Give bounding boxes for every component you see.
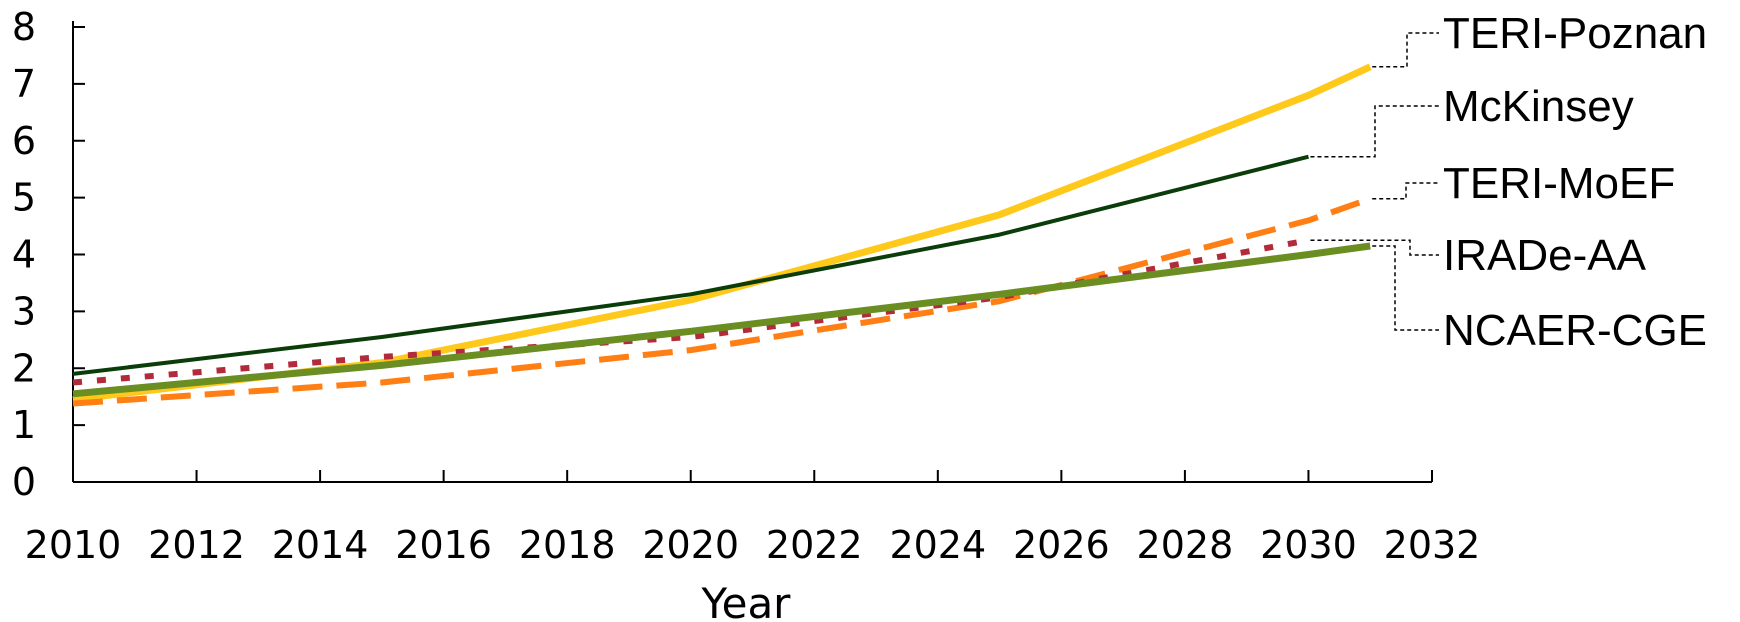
y-tick-label: 4: [12, 233, 36, 277]
x-tick-label: 2012: [148, 523, 245, 567]
x-axis-title: Year: [701, 579, 792, 622]
x-tick-label: 2028: [1137, 523, 1234, 567]
y-tick-label: 1: [12, 403, 36, 447]
series-line-ncaer-cge: [72, 242, 1371, 398]
legend-connector: [1372, 245, 1439, 331]
legend-connector: [1310, 239, 1439, 256]
legend-label-ncaer-cge: NCAER-CGE: [1443, 306, 1707, 355]
legend-label-irade-aa: IRADe-AA: [1443, 231, 1647, 280]
legend-label-teri-moef: TERI-MoEF: [1443, 159, 1675, 208]
y-tick-label: 0: [12, 460, 36, 504]
x-tick-label: 2018: [519, 523, 616, 567]
y-tick-label: 5: [12, 176, 36, 220]
legend-connector: [1310, 105, 1439, 158]
y-tick-label: 7: [12, 62, 36, 106]
legend-label-mckinsey: McKinsey: [1443, 82, 1634, 131]
y-tick-label: 6: [12, 119, 36, 163]
x-tick-label: 2022: [766, 523, 863, 567]
legend-label-teri-poznan: TERI-Poznan: [1443, 9, 1707, 58]
x-tick-label: 2030: [1260, 523, 1357, 567]
legend: TERI-Poznan McKinsey TERI-MoEF IRADe-AA NCAE…: [1310, 9, 1707, 355]
x-tick-label: 2026: [1013, 523, 1110, 567]
x-tick-label: 2010: [25, 523, 122, 567]
series-line-mckinsey: [72, 154, 1309, 376]
x-tick-label: 2014: [272, 523, 369, 567]
series-line-irade-aa: [72, 237, 1310, 386]
x-tick-label: 2032: [1384, 523, 1481, 567]
y-tick-label: 8: [12, 5, 36, 49]
x-tick-label: 2020: [642, 523, 739, 567]
series-layer: [72, 63, 1372, 407]
x-tick-label: 2024: [889, 523, 986, 567]
y-tick-label: 2: [12, 346, 36, 390]
legend-connector: [1372, 182, 1439, 200]
axes: 0 1 2 3 4 5 6 7 8 2010 2012 2014 2016 2018 2020 2022 202…: [12, 5, 1481, 622]
series-line-teri-moef: [72, 195, 1372, 407]
x-tick-label: 2016: [395, 523, 492, 567]
y-tick-label: 3: [12, 289, 36, 333]
legend-connector: [1372, 32, 1439, 68]
